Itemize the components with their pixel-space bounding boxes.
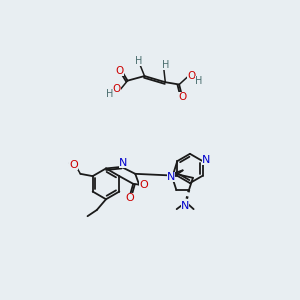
Text: N: N xyxy=(202,154,211,165)
Text: O: O xyxy=(69,160,78,170)
Text: N: N xyxy=(181,201,189,211)
Text: O: O xyxy=(116,66,124,76)
Text: H: H xyxy=(106,89,113,99)
Text: N: N xyxy=(167,172,175,182)
Text: O: O xyxy=(178,92,186,102)
Text: O: O xyxy=(113,84,121,94)
Text: O: O xyxy=(140,180,148,190)
Text: H: H xyxy=(162,60,169,70)
Text: H: H xyxy=(195,76,202,86)
Text: O: O xyxy=(125,194,134,203)
Text: N: N xyxy=(119,158,127,168)
Text: H: H xyxy=(135,56,143,66)
Text: O: O xyxy=(188,71,196,81)
